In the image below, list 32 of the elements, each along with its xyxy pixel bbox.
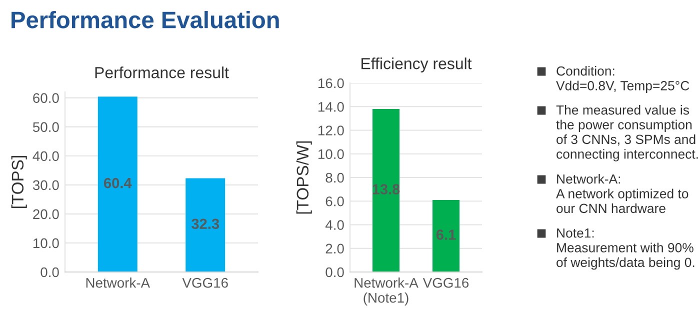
y-tick-label: 2.0 — [326, 244, 344, 254]
data-label: 6.1 — [436, 230, 456, 240]
text: Condition: Vdd=0.8V, Temp=25°C — [556, 66, 690, 93]
text: The measured value is the power consumption of 3 CNNs, 3 SPMs and connecting interconnect. — [556, 105, 698, 162]
x-tick-label: VGG16 — [422, 278, 469, 288]
y-tick-label: 60.0 — [33, 93, 59, 103]
x-tick-label: Network-A (Note1) — [354, 278, 418, 306]
y-tick-label: 40.0 — [32, 151, 59, 162]
x-tick-label: Network-A — [86, 278, 150, 288]
text: Note1: Measurement with 90% of weights/data being 0. — [556, 228, 694, 270]
y-tick-label: 30.0 — [32, 180, 59, 190]
y-axis-title: [TOPS] — [11, 156, 27, 208]
x-tick-label: VGG16 — [182, 278, 228, 288]
y-tick-label: 10.0 — [318, 149, 344, 160]
chart-title: Efficiency result — [362, 58, 472, 72]
data-label: 32.3 — [192, 218, 220, 230]
y-tick-label: 0.0 — [40, 267, 59, 278]
y-tick-label: 50.0 — [32, 122, 59, 132]
y-tick-label: 0.0 — [326, 267, 344, 278]
text: Network-A: A network optimized to our CNN hardware — [556, 174, 688, 214]
text: Performance Evaluation — [12, 10, 279, 28]
y-tick-label: 4.0 — [325, 220, 344, 230]
y-tick-label: 8.0 — [326, 172, 344, 183]
y-tick-label: 12.0 — [318, 126, 344, 136]
y-tick-label: 6.0 — [326, 196, 344, 206]
y-tick-label: 10.0 — [33, 238, 59, 248]
y-tick-label: 16.0 — [318, 78, 344, 88]
data-label: 60.4 — [104, 178, 132, 188]
y-axis-title: [TOPS/W] — [296, 141, 312, 214]
y-tick-label: 14.0 — [318, 102, 344, 112]
chart-title: Performance result — [95, 66, 229, 78]
y-tick-label: 20.0 — [33, 209, 59, 220]
